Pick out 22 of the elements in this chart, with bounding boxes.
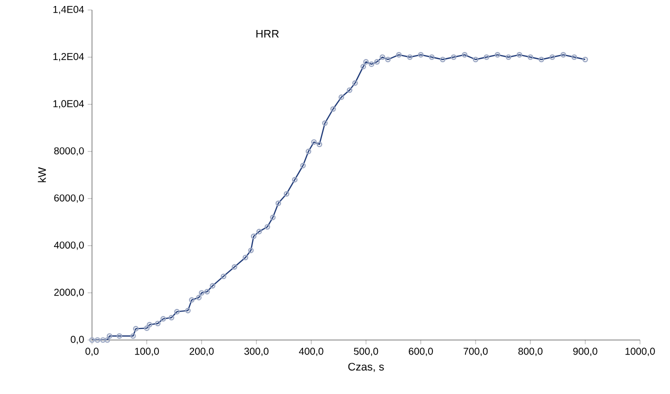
y-tick-label: 1,2E04: [53, 53, 84, 62]
x-tick-label: 600,0: [408, 348, 433, 356]
x-tick-label: 400,0: [298, 348, 324, 356]
x-tick-label: 500,0: [354, 348, 378, 356]
x-tick-label: 100,0: [135, 348, 159, 356]
x-tick-label: 900,0: [573, 348, 598, 356]
y-tick-label: 1,0E04: [53, 100, 84, 108]
y-tick-label: 2000,0: [54, 288, 84, 297]
x-tick-label: 200,0: [190, 348, 214, 356]
y-tick-label: 8000,0: [54, 147, 84, 156]
text: HRR: [256, 30, 279, 38]
x-tick-label: 700,0: [464, 348, 488, 356]
x-tick-label: 800,0: [518, 348, 542, 356]
y-tick-label: 0,0: [70, 336, 84, 344]
y-axis-title: kW: [38, 167, 46, 182]
y-tick-label: 4000,0: [54, 242, 84, 250]
x-tick-label: 0,0: [85, 348, 99, 356]
y-tick-label: 6000,0: [54, 194, 84, 203]
x-tick-label: 1000,0: [626, 348, 655, 356]
x-tick-label: 300,0: [244, 348, 268, 356]
x-axis-title: Czas, s: [348, 362, 384, 372]
y-tick-label: 1,4E04: [53, 6, 84, 14]
